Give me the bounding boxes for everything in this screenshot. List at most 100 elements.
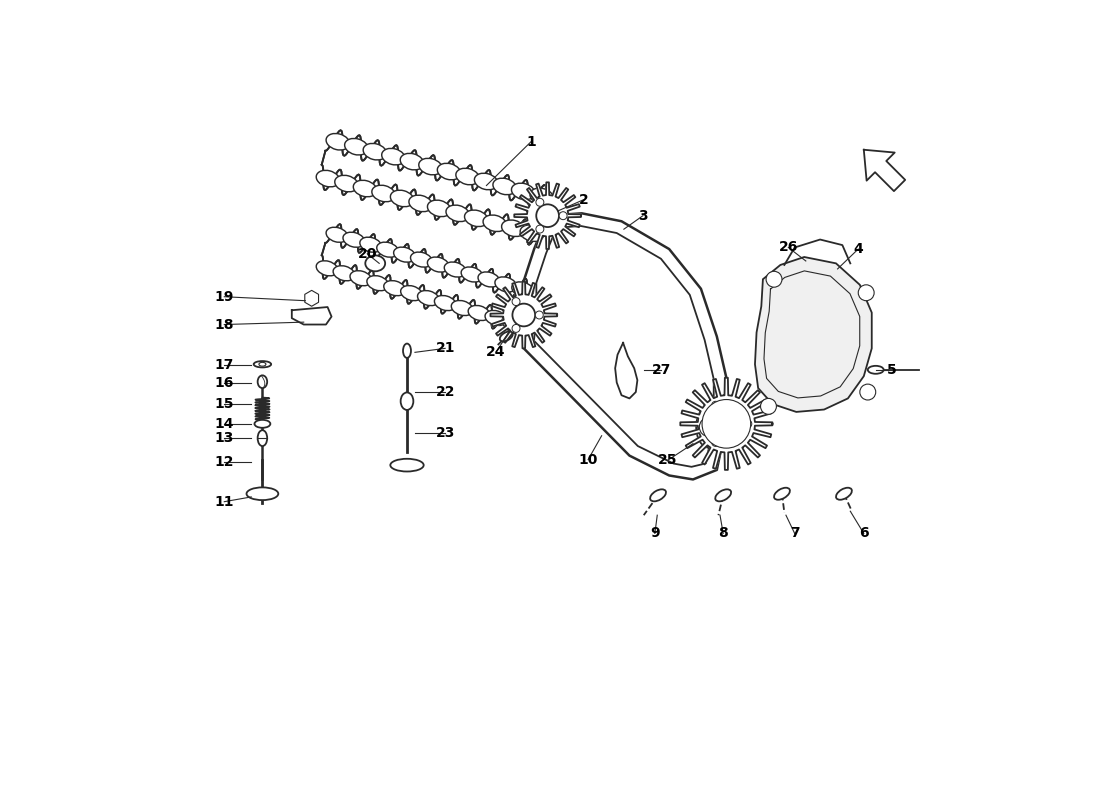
Ellipse shape [344, 138, 369, 155]
Ellipse shape [478, 272, 499, 287]
Ellipse shape [390, 458, 424, 471]
Ellipse shape [365, 255, 385, 271]
Text: 15: 15 [214, 397, 234, 411]
Polygon shape [755, 257, 872, 412]
Ellipse shape [254, 361, 272, 367]
Text: 2: 2 [579, 193, 588, 206]
Ellipse shape [350, 270, 372, 286]
Ellipse shape [464, 210, 488, 226]
Circle shape [537, 204, 559, 227]
Ellipse shape [461, 267, 483, 282]
Circle shape [700, 418, 718, 437]
Circle shape [513, 325, 520, 332]
Ellipse shape [495, 277, 517, 292]
Ellipse shape [428, 200, 451, 217]
Polygon shape [680, 378, 772, 470]
Circle shape [858, 285, 874, 301]
Polygon shape [491, 282, 558, 348]
Ellipse shape [444, 262, 466, 277]
Ellipse shape [367, 276, 388, 290]
Ellipse shape [390, 190, 414, 206]
Ellipse shape [438, 163, 461, 180]
Text: 7: 7 [790, 526, 800, 541]
Ellipse shape [333, 266, 355, 281]
Ellipse shape [400, 154, 424, 170]
Ellipse shape [410, 252, 432, 267]
Polygon shape [322, 224, 528, 334]
Polygon shape [321, 130, 548, 245]
Text: 22: 22 [436, 385, 455, 399]
Ellipse shape [343, 232, 365, 247]
Text: 17: 17 [214, 358, 234, 372]
Text: 19: 19 [214, 290, 234, 304]
Ellipse shape [403, 343, 411, 358]
Ellipse shape [650, 490, 666, 502]
Circle shape [744, 420, 751, 428]
Ellipse shape [446, 205, 470, 222]
Ellipse shape [530, 188, 553, 205]
Ellipse shape [474, 174, 498, 190]
Ellipse shape [502, 220, 525, 237]
Ellipse shape [502, 315, 524, 330]
Ellipse shape [353, 180, 376, 197]
Text: 12: 12 [214, 455, 234, 469]
Ellipse shape [376, 242, 398, 258]
Circle shape [513, 304, 535, 326]
Text: 24: 24 [486, 346, 506, 359]
Circle shape [559, 212, 568, 220]
Ellipse shape [257, 375, 267, 388]
Ellipse shape [418, 290, 439, 306]
Polygon shape [615, 342, 637, 398]
Ellipse shape [394, 247, 416, 262]
Ellipse shape [485, 310, 507, 326]
Circle shape [536, 225, 543, 233]
Text: 13: 13 [214, 431, 234, 445]
Ellipse shape [434, 295, 456, 310]
Ellipse shape [512, 282, 534, 297]
Ellipse shape [774, 488, 790, 500]
Circle shape [712, 438, 719, 446]
Polygon shape [515, 182, 581, 249]
Ellipse shape [868, 366, 883, 374]
Ellipse shape [520, 225, 543, 242]
Circle shape [536, 198, 543, 206]
Text: 21: 21 [436, 342, 455, 355]
Ellipse shape [316, 170, 340, 187]
Ellipse shape [382, 148, 405, 165]
Circle shape [766, 271, 782, 287]
Ellipse shape [715, 490, 732, 502]
Ellipse shape [326, 227, 348, 242]
Ellipse shape [360, 237, 382, 252]
Text: 3: 3 [638, 209, 648, 222]
Ellipse shape [499, 331, 513, 342]
Circle shape [860, 384, 876, 400]
Text: 20: 20 [358, 247, 377, 261]
Text: 11: 11 [214, 494, 234, 509]
Text: 1: 1 [526, 135, 536, 149]
Ellipse shape [836, 488, 851, 500]
Text: 18: 18 [214, 318, 234, 331]
Text: 27: 27 [651, 363, 671, 377]
Ellipse shape [384, 281, 406, 296]
Ellipse shape [469, 306, 490, 321]
Ellipse shape [372, 186, 395, 202]
Ellipse shape [400, 286, 422, 301]
Ellipse shape [419, 158, 442, 175]
Circle shape [702, 399, 750, 448]
Ellipse shape [455, 168, 480, 185]
Text: 16: 16 [214, 375, 234, 390]
Ellipse shape [316, 261, 338, 276]
Text: 9: 9 [650, 526, 660, 541]
Ellipse shape [257, 430, 267, 446]
Circle shape [711, 408, 742, 439]
Text: 4: 4 [854, 242, 864, 256]
Text: 6: 6 [859, 526, 869, 541]
Circle shape [760, 398, 777, 414]
Ellipse shape [400, 393, 414, 410]
Ellipse shape [246, 487, 278, 500]
Text: 10: 10 [579, 453, 597, 466]
Ellipse shape [493, 178, 516, 194]
Ellipse shape [451, 301, 473, 315]
Ellipse shape [326, 134, 350, 150]
Circle shape [712, 402, 719, 410]
